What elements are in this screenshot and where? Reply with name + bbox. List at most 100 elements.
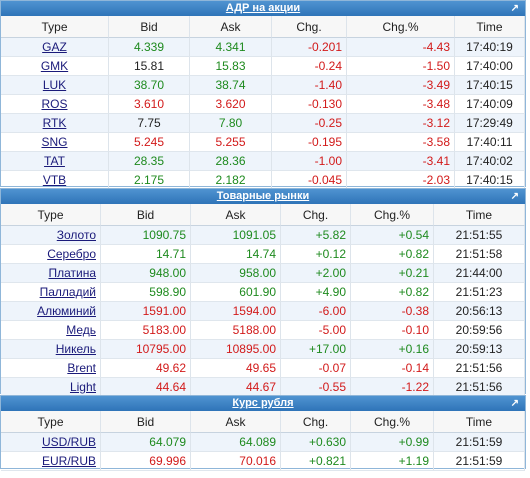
ask-cell: 5.255 (190, 133, 272, 152)
time-cell: 17:40:15 (455, 76, 525, 95)
chg-percent-cell: +1.19 (351, 452, 434, 471)
table-row: Алюминий 1591.00 1594.00 -6.00 -0.38 20:56:13 (1, 302, 525, 321)
bid-cell: 7.75 (109, 114, 190, 133)
chg-cell: +0.12 (281, 245, 351, 264)
commodities-title-link[interactable]: Товарные рынки (216, 190, 310, 202)
table-row: Light 44.64 44.67 -0.55 -1.22 21:51:56 (1, 378, 525, 397)
table-row: Серебро 14.71 14.74 +0.12 +0.82 21:51:58 (1, 245, 525, 264)
ticker-link[interactable]: Палладий (1, 283, 101, 302)
table-row: Никель 10795.00 10895.00 +17.00 +0.16 20:59:1… (1, 340, 525, 359)
table-header-row: Type Bid Ask Chg. Chg.% Time (1, 16, 525, 38)
col-ask: Ask (190, 16, 272, 38)
chg-cell: -0.07 (281, 359, 351, 378)
expand-arrow-icon[interactable]: ↗ (510, 398, 519, 409)
bid-cell: 28.35 (109, 152, 190, 171)
adr-title-link[interactable]: АДР на акции (225, 2, 301, 14)
ticker-link[interactable]: Brent (1, 359, 101, 378)
time-cell: 17:40:11 (455, 133, 525, 152)
table-row: Brent 49.62 49.65 -0.07 -0.14 21:51:56 (1, 359, 525, 378)
table-header-row: Type Bid Ask Chg. Chg.% Time (1, 204, 525, 226)
time-cell: 21:51:59 (434, 433, 525, 452)
col-bid: Bid (101, 204, 191, 226)
bid-cell: 3.610 (109, 95, 190, 114)
chg-percent-cell: +0.82 (351, 283, 434, 302)
ask-cell: 70.016 (191, 452, 281, 471)
expand-arrow-icon[interactable]: ↗ (510, 191, 519, 202)
ask-cell: 1091.05 (191, 226, 281, 245)
bid-cell: 948.00 (101, 264, 191, 283)
ticker-link[interactable]: Платина (1, 264, 101, 283)
col-bid: Bid (109, 16, 190, 38)
bid-cell: 4.339 (109, 38, 190, 57)
time-cell: 17:40:09 (455, 95, 525, 114)
chg-cell: +5.82 (281, 226, 351, 245)
ticker-link[interactable]: TAT (1, 152, 109, 171)
table-row: Палладий 598.90 601.90 +4.90 +0.82 21:51:23 (1, 283, 525, 302)
ask-cell: 64.089 (191, 433, 281, 452)
time-cell: 21:51:59 (434, 452, 525, 471)
bid-cell: 10795.00 (101, 340, 191, 359)
chg-cell: +17.00 (281, 340, 351, 359)
col-bid: Bid (101, 411, 191, 433)
bid-cell: 1090.75 (101, 226, 191, 245)
ticker-link[interactable]: SNG (1, 133, 109, 152)
table-row: EUR/RUB 69.996 70.016 +0.821 +1.19 21:51:59 (1, 452, 525, 471)
time-cell: 21:51:56 (434, 359, 525, 378)
table-row: Платина 948.00 958.00 +2.00 +0.21 21:44:00 (1, 264, 525, 283)
col-type: Type (1, 204, 101, 226)
col-type: Type (1, 16, 109, 38)
time-cell: 21:51:58 (434, 245, 525, 264)
ticker-link[interactable]: GMK (1, 57, 109, 76)
ticker-link[interactable]: EUR/RUB (1, 452, 101, 471)
time-cell: 21:44:00 (434, 264, 525, 283)
commodities-header: Товарные рынки ↗ (1, 189, 525, 204)
ticker-link[interactable]: Медь (1, 321, 101, 340)
time-cell: 21:51:56 (434, 378, 525, 397)
ticker-link[interactable]: Серебро (1, 245, 101, 264)
chg-percent-cell: -3.12 (347, 114, 455, 133)
bid-cell: 64.079 (101, 433, 191, 452)
chg-cell: -1.00 (272, 152, 347, 171)
ruble-rate-title-link[interactable]: Курс рубля (232, 397, 294, 409)
ruble-rate-table: Type Bid Ask Chg. Chg.% Time USD/RUB 64.0… (1, 411, 525, 471)
ticker-link[interactable]: RTK (1, 114, 109, 133)
time-cell: 20:56:13 (434, 302, 525, 321)
bid-cell: 5.245 (109, 133, 190, 152)
chg-cell: -0.130 (272, 95, 347, 114)
table-row: GAZ 4.339 4.341 -0.201 -4.43 17:40:19 (1, 38, 525, 57)
bid-cell: 14.71 (101, 245, 191, 264)
ticker-link[interactable]: ROS (1, 95, 109, 114)
table-header-row: Type Bid Ask Chg. Chg.% Time (1, 411, 525, 433)
ticker-link[interactable]: GAZ (1, 38, 109, 57)
col-chgp: Chg.% (351, 411, 434, 433)
table-row: RTK 7.75 7.80 -0.25 -3.12 17:29:49 (1, 114, 525, 133)
ticker-link[interactable]: Никель (1, 340, 101, 359)
ticker-link[interactable]: Алюминий (1, 302, 101, 321)
bid-cell: 38.70 (109, 76, 190, 95)
bid-cell: 598.90 (101, 283, 191, 302)
bid-cell: 5183.00 (101, 321, 191, 340)
chg-cell: +0.630 (281, 433, 351, 452)
ask-cell: 15.83 (190, 57, 272, 76)
ask-cell: 10895.00 (191, 340, 281, 359)
ticker-link[interactable]: Золото (1, 226, 101, 245)
col-chgp: Chg.% (347, 16, 455, 38)
chg-percent-cell: -3.41 (347, 152, 455, 171)
time-cell: 21:51:55 (434, 226, 525, 245)
chg-cell: +2.00 (281, 264, 351, 283)
ruble-rate-header: Курс рубля ↗ (1, 396, 525, 411)
col-ask: Ask (191, 411, 281, 433)
ticker-link[interactable]: USD/RUB (1, 433, 101, 452)
adr-header: АДР на акции ↗ (1, 1, 525, 16)
col-time: Time (434, 204, 525, 226)
bid-cell: 15.81 (109, 57, 190, 76)
ticker-link[interactable]: LUK (1, 76, 109, 95)
col-time: Time (434, 411, 525, 433)
chg-percent-cell: +0.82 (351, 245, 434, 264)
col-chg: Chg. (281, 411, 351, 433)
chg-cell: -0.201 (272, 38, 347, 57)
ruble-rate-widget: Курс рубля ↗ Type Bid Ask Chg. Chg.% Tim… (0, 395, 526, 471)
time-cell: 20:59:56 (434, 321, 525, 340)
chg-cell: +4.90 (281, 283, 351, 302)
expand-arrow-icon[interactable]: ↗ (510, 3, 519, 14)
